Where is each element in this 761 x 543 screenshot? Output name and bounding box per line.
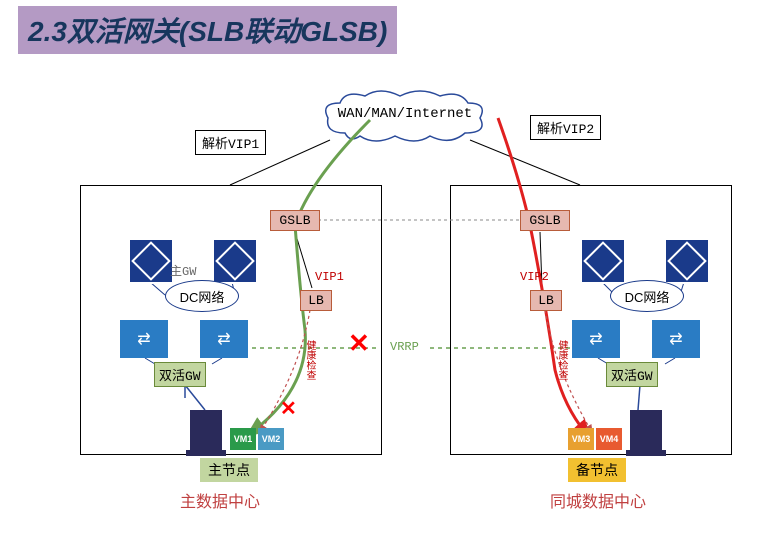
vm2-tag: VM2 <box>258 428 284 450</box>
switch-icon: ⇄ <box>572 320 620 358</box>
title-text: 2.3双活网关(SLB联动GLSB) <box>28 16 387 47</box>
router-icon <box>128 238 174 284</box>
switch-icon: ⇄ <box>652 320 700 358</box>
gslb-primary: GSLB <box>270 210 320 231</box>
vm1-tag: VM1 <box>230 428 256 450</box>
server-icon <box>630 410 662 452</box>
primary-dc-label: 主数据中心 <box>180 488 260 512</box>
dc-network-primary: DC网络 <box>165 280 239 312</box>
primary-node-label: 主节点 <box>200 458 258 482</box>
resolve-vip2-label: 解析VIP2 <box>530 115 601 140</box>
router-icon <box>664 238 710 284</box>
gslb-secondary: GSLB <box>520 210 570 231</box>
vm4-tag: VM4 <box>596 428 622 450</box>
title: 2.3双活网关(SLB联动GLSB) <box>18 6 397 54</box>
backup-node-label: 备节点 <box>568 458 626 482</box>
switch-icon: ⇄ <box>200 320 248 358</box>
vip2-label: VIP2 <box>520 270 549 284</box>
router-icon <box>212 238 258 284</box>
failure-x-icon: ✕ <box>280 396 297 421</box>
health-check-left: 健康检查 <box>302 340 317 380</box>
router-icon <box>580 238 626 284</box>
active-gw-primary: 双活GW <box>154 362 206 387</box>
secondary-dc-label: 同城数据中心 <box>550 488 646 512</box>
failure-x-icon: ✕ <box>348 328 370 359</box>
vip1-label: VIP1 <box>315 270 344 284</box>
active-gw-secondary: 双活GW <box>606 362 658 387</box>
lb-primary: LB <box>300 290 332 311</box>
cloud-label: WAN/MAN/Internet <box>320 106 490 122</box>
vm3-tag: VM3 <box>568 428 594 450</box>
health-check-right: 健康检查 <box>554 340 569 380</box>
server-icon <box>190 410 222 452</box>
dc-network-secondary: DC网络 <box>610 280 684 312</box>
resolve-vip1-label: 解析VIP1 <box>195 130 266 155</box>
diagram-canvas: 2.3双活网关(SLB联动GLSB) WAN/MAN/Internet 解析VI… <box>0 0 761 543</box>
lb-secondary: LB <box>530 290 562 311</box>
primary-gw-label: 主GW <box>170 262 196 279</box>
cloud-wan: WAN/MAN/Internet <box>320 88 490 148</box>
switch-icon: ⇄ <box>120 320 168 358</box>
vrrp-label: VRRP <box>390 340 419 354</box>
